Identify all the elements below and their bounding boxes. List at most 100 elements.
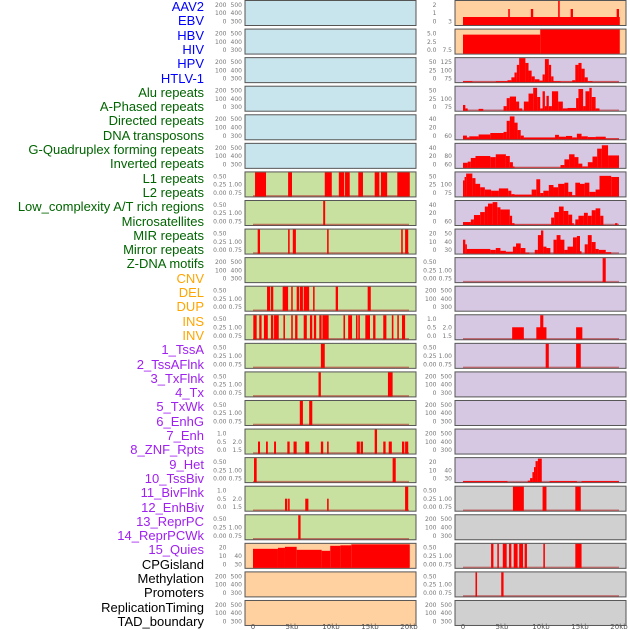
panel-background (244, 571, 417, 598)
y-tick-label: 200 (425, 402, 437, 409)
data-bar (508, 190, 512, 197)
data-bar (345, 172, 350, 197)
data-bar (327, 498, 329, 511)
data-bar (565, 135, 573, 140)
data-bar (564, 182, 569, 197)
data-bar (287, 441, 290, 454)
data-bar (284, 498, 288, 511)
y-tick-label: 0.75 (229, 333, 243, 340)
y-tick-label: 500 (441, 516, 453, 523)
panel-background (244, 457, 417, 484)
data-bar (587, 162, 593, 168)
y-tick-label: 7.5 (442, 47, 452, 54)
data-bar (320, 343, 325, 368)
y-tick-label: 400 (231, 610, 243, 617)
data-bar (387, 372, 393, 397)
data-bar (608, 155, 619, 168)
data-bar (321, 550, 331, 568)
track-panel: 0.000.250.500.751.00 (213, 285, 417, 312)
track-label: 9_Het (169, 456, 204, 472)
data-bar (537, 458, 542, 483)
data-bar (572, 223, 574, 225)
track-label: DEL (178, 285, 204, 300)
y-tick-label: 200 (215, 573, 227, 580)
y-tick-label: 1.00 (439, 582, 453, 589)
track-label: 7_Enh (166, 428, 204, 443)
y-tick-label: 400 (441, 439, 453, 446)
data-bar (255, 172, 267, 197)
track-label: TAD_boundary (117, 613, 204, 629)
y-tick-label: 100 (441, 182, 453, 189)
data-bar (600, 215, 604, 225)
data-bar (587, 215, 592, 225)
y-tick-label: 0.25 (423, 496, 437, 503)
data-bar (478, 108, 484, 111)
data-bar (463, 104, 466, 111)
y-tick-label: 40 (444, 467, 452, 474)
data-bar (475, 572, 478, 597)
data-bar (470, 157, 476, 168)
y-tick-label: 0.0 (427, 47, 437, 54)
data-bar (584, 182, 590, 197)
y-tick-label: 500 (441, 288, 453, 295)
data-bar (554, 212, 559, 225)
data-bar (572, 80, 576, 83)
data-bar (558, 136, 566, 140)
data-bar (543, 246, 547, 254)
data-bar (270, 286, 274, 311)
y-tick-label: 0.00 (213, 247, 227, 254)
data-bar (356, 441, 360, 454)
data-bar (405, 486, 409, 511)
y-tick-label: 200 (425, 373, 437, 380)
y-tick-label: 0.00 (213, 190, 227, 197)
data-bar (401, 315, 406, 340)
y-tick-label: 10 (429, 467, 437, 474)
y-tick-label: 0 (223, 104, 227, 111)
data-bar (503, 106, 507, 111)
y-tick-label: 200 (425, 602, 437, 609)
data-bar (509, 96, 517, 111)
y-tick-label: 200 (215, 2, 227, 9)
data-bar (296, 549, 322, 568)
y-tick-label: 500 (441, 402, 453, 409)
data-bar (330, 545, 341, 568)
data-bar (525, 62, 529, 83)
data-bar (572, 137, 577, 140)
y-tick-label: 0.75 (229, 190, 243, 197)
y-tick-label: 0.25 (213, 410, 227, 417)
y-tick-label: 300 (441, 447, 453, 454)
y-tick-label: 100 (425, 439, 437, 446)
data-bar (303, 286, 310, 311)
y-tick-label: 0.50 (423, 259, 437, 266)
y-tick-label: 40 (444, 239, 452, 246)
y-tick-label: 10 (429, 239, 437, 246)
data-bar (298, 515, 301, 540)
data-bar (292, 229, 296, 254)
data-bar (535, 461, 538, 483)
data-bar (288, 172, 292, 197)
y-tick-label: 400 (441, 296, 453, 303)
track-label: 3_TxFlnk (150, 370, 204, 386)
y-tick-label: 100 (215, 96, 227, 103)
data-bar (327, 441, 329, 454)
data-bar (500, 250, 506, 254)
data-bar (313, 315, 317, 340)
data-bar (320, 441, 324, 454)
data-bar (583, 106, 586, 111)
data-bar (611, 176, 619, 197)
y-tick-label: 0.00 (213, 418, 227, 425)
track-panel: 0.000.250.500.751.00 (213, 314, 417, 341)
y-tick-label: 0.00 (423, 276, 437, 283)
y-tick-label: 75 (444, 104, 452, 111)
y-tick-label: 0.5 (427, 324, 437, 331)
y-tick-label: 20 (429, 459, 437, 466)
track-label: INS (182, 313, 204, 329)
track-label: 14_ReprPCWk (117, 528, 204, 544)
data-bar (575, 182, 580, 197)
data-bar (283, 315, 285, 340)
